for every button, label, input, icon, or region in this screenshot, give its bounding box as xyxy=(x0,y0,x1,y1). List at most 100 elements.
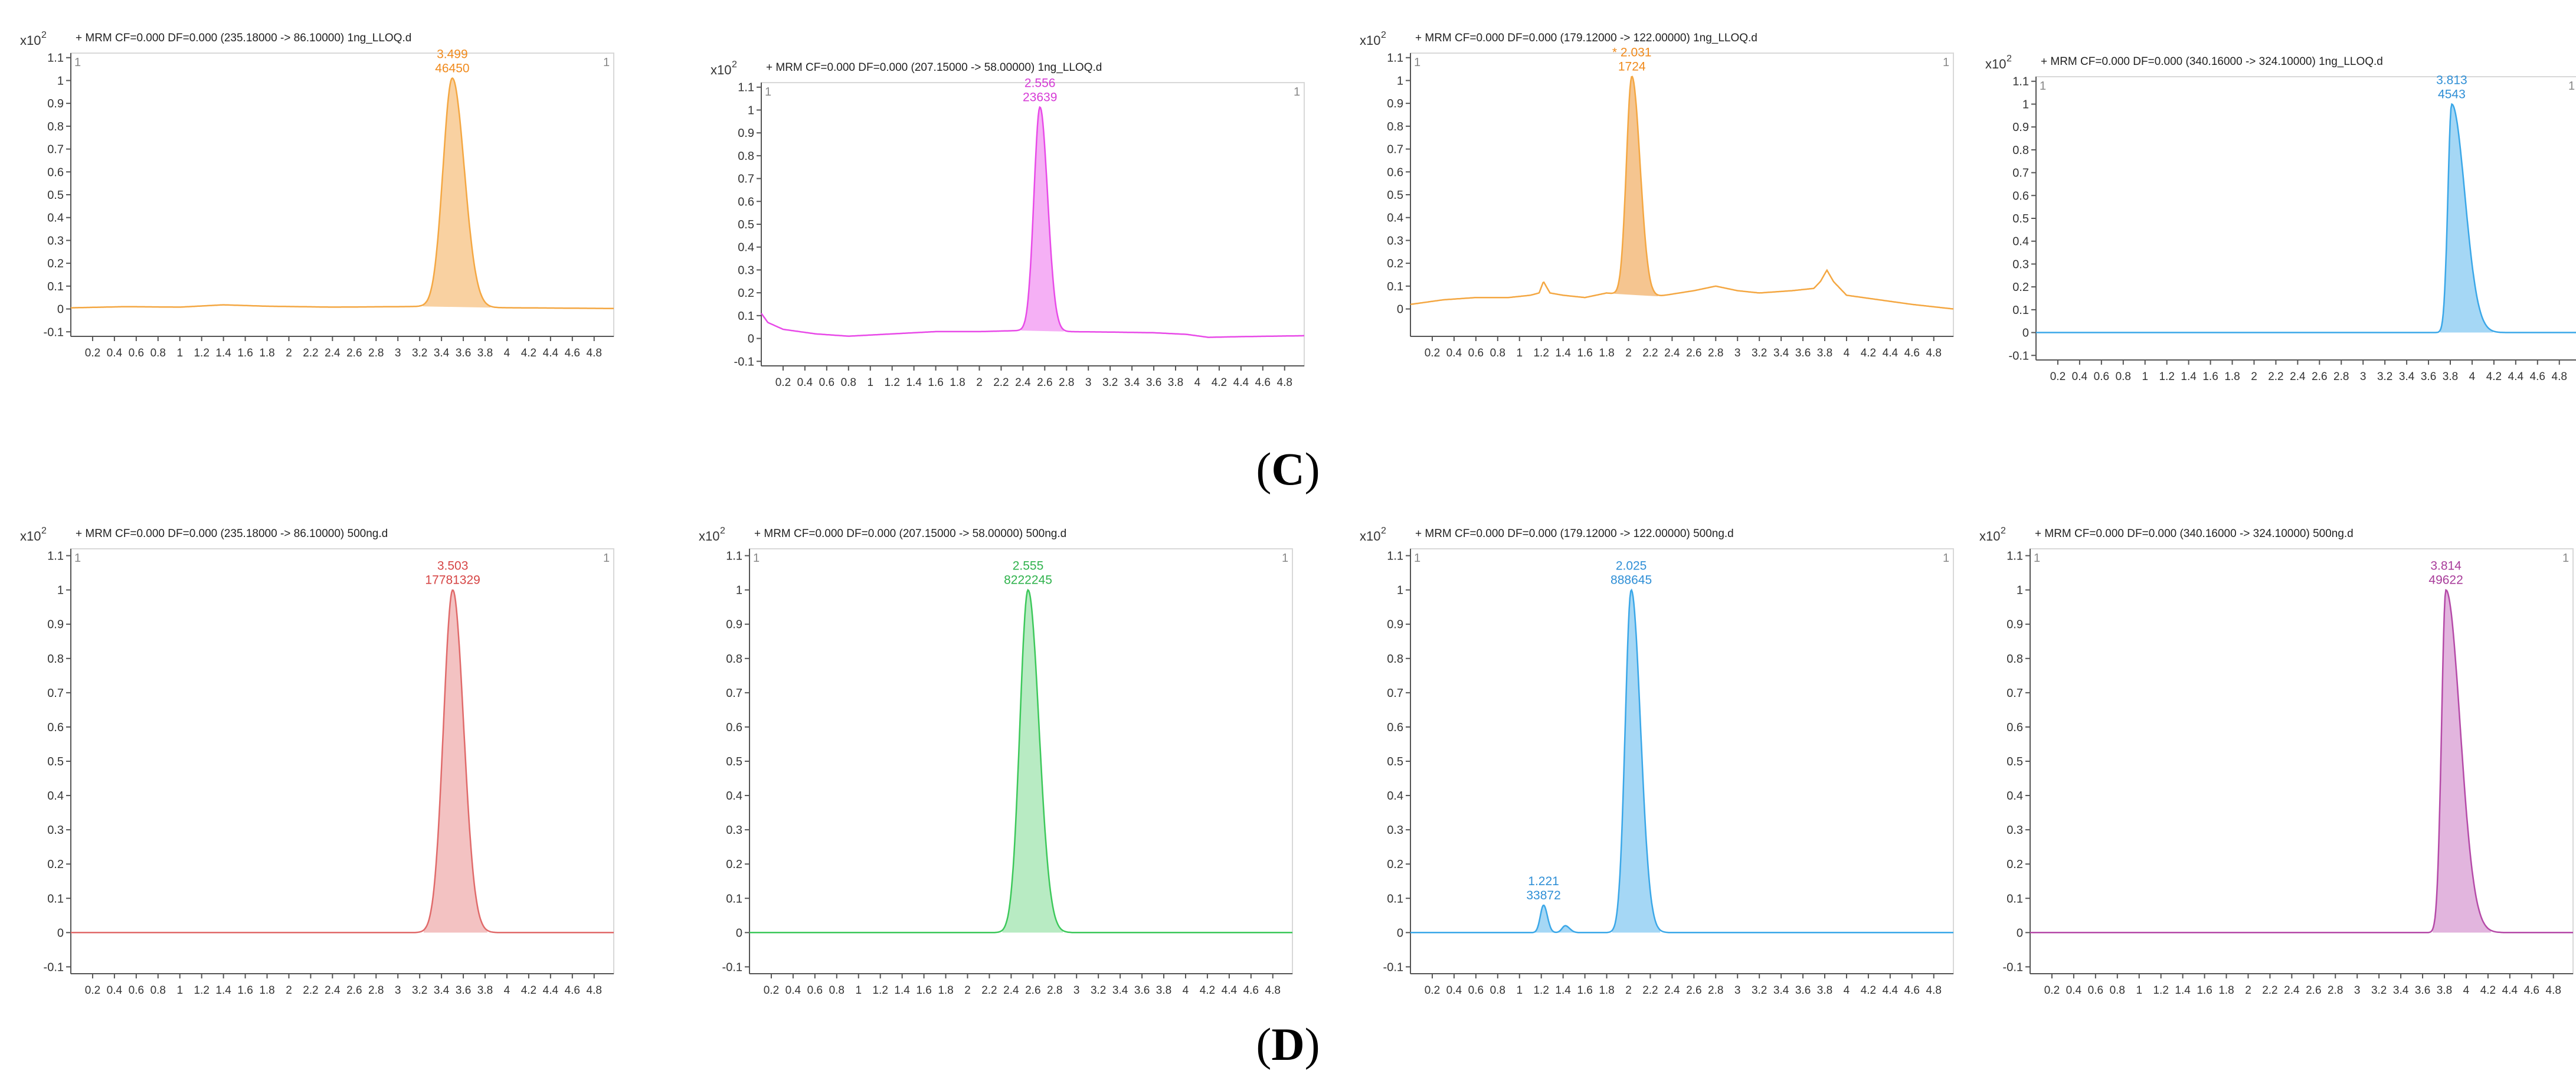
x-tick-label: 2.8 xyxy=(1047,984,1062,997)
x-tick-label: 4.6 xyxy=(565,347,580,359)
x-tick-label: 2 xyxy=(286,347,292,359)
chart-title: + MRM CF=0.000 DF=0.000 (179.12000 -> 12… xyxy=(1415,32,1757,44)
x-tick-label: 4.8 xyxy=(1265,984,1281,997)
x-tick-label: 4.4 xyxy=(1883,347,1899,359)
x-tick-label: 2 xyxy=(1625,347,1632,359)
y-tick-label: 0 xyxy=(2017,926,2023,939)
y-tick-label: 0 xyxy=(2022,327,2029,340)
y-exponent-label: 2 xyxy=(720,526,725,536)
x-tick-label: 2.2 xyxy=(1642,984,1658,997)
y-tick-label: 0.4 xyxy=(2012,235,2029,248)
x-tick-label: 2.4 xyxy=(325,347,341,359)
x-tick-label: 2.4 xyxy=(1015,376,1031,389)
x-tick-label: 1.8 xyxy=(2224,371,2240,383)
x-tick-label: 3.8 xyxy=(2437,984,2452,997)
y-multiplier-label: x10 xyxy=(1985,57,2006,71)
x-tick-label: 4.8 xyxy=(1277,376,1292,389)
x-tick-label: 2.6 xyxy=(1686,984,1701,997)
y-tick-label: 0.2 xyxy=(47,257,64,270)
y-tick-label: 0.8 xyxy=(2012,144,2029,157)
corner-label-right: 1 xyxy=(1294,86,1300,99)
y-tick-label: 1.1 xyxy=(2012,76,2029,89)
peak-area xyxy=(2433,590,2491,933)
corner-label-right: 1 xyxy=(2562,552,2569,565)
x-tick-label: 0.8 xyxy=(841,376,856,389)
x-tick-label: 4 xyxy=(2469,371,2476,383)
x-tick-label: 1.8 xyxy=(2218,984,2234,997)
x-tick-label: 3.6 xyxy=(2415,984,2430,997)
x-tick-label: 1.8 xyxy=(1599,347,1614,359)
panel-label-close: ) xyxy=(1304,1019,1320,1070)
x-tick-label: 4.6 xyxy=(1904,984,1920,997)
corner-label-right: 1 xyxy=(1282,552,1288,565)
y-tick-label: 1 xyxy=(2022,98,2029,111)
y-exponent-label: 2 xyxy=(41,30,47,40)
y-tick-label: 0.8 xyxy=(2007,653,2023,666)
x-tick-label: 2.2 xyxy=(981,984,997,997)
x-tick-label: 0.8 xyxy=(1490,347,1505,359)
y-tick-label: 0.2 xyxy=(1387,858,1403,871)
y-tick-label: 0.2 xyxy=(738,287,754,300)
y-tick-label: 0.2 xyxy=(2012,281,2029,294)
x-tick-label: 0.2 xyxy=(2050,371,2066,383)
x-tick-label: 1.6 xyxy=(928,376,943,389)
y-tick-label: 0.5 xyxy=(2012,212,2029,225)
corner-label-right: 1 xyxy=(1943,56,1949,69)
x-tick-label: 3.4 xyxy=(2393,984,2409,997)
plot-frame xyxy=(2030,548,2574,974)
x-tick-label: 4.2 xyxy=(1200,984,1215,997)
x-tick-label: 1.6 xyxy=(916,984,931,997)
x-tick-label: 1.8 xyxy=(938,984,953,997)
corner-label-left: 1 xyxy=(74,552,81,565)
x-tick-label: 1.2 xyxy=(2159,371,2174,383)
x-tick-label: 0.6 xyxy=(2094,371,2109,383)
y-tick-label: -0.1 xyxy=(44,326,64,339)
y-tick-label: 0.6 xyxy=(1387,721,1403,734)
x-tick-label: 0.2 xyxy=(775,376,791,389)
chromatogram-plot: x10 2 + MRM CF=0.000 DF=0.000 (340.16000 -… xyxy=(1985,54,2576,383)
panel-label-letter: D xyxy=(1271,1019,1305,1070)
x-tick-label: 4.2 xyxy=(1212,376,1227,389)
y-tick-label: -0.1 xyxy=(1383,961,1403,974)
x-tick-label: 2.6 xyxy=(1037,376,1052,389)
y-tick-label: 0.7 xyxy=(47,687,64,700)
x-tick-label: 0.4 xyxy=(785,984,801,997)
y-tick-label: 0.1 xyxy=(1387,892,1403,905)
y-tick-label: 0.6 xyxy=(47,166,64,179)
chart-title: + MRM CF=0.000 DF=0.000 (207.15000 -> 58… xyxy=(754,528,1066,540)
chromatogram-d-1: x10 2 + MRM CF=0.000 DF=0.000 (235.18000 -… xyxy=(18,513,631,1021)
x-tick-label: 3.6 xyxy=(1134,984,1150,997)
chromatogram-c-3: x10 2 + MRM CF=0.000 DF=0.000 (179.12000 -… xyxy=(1357,18,1971,384)
corner-label-left: 1 xyxy=(753,552,760,565)
x-tick-label: 3 xyxy=(395,984,401,997)
x-tick-label: 2 xyxy=(964,984,971,997)
peak-rt-label: 2.555 xyxy=(1013,559,1044,573)
x-tick-label: 3.6 xyxy=(456,347,471,359)
x-tick-label: 4.6 xyxy=(1255,376,1271,389)
x-tick-label: 0.2 xyxy=(764,984,779,997)
chromatogram-plot: x10 2 + MRM CF=0.000 DF=0.000 (179.12000 -… xyxy=(1360,526,1954,997)
x-tick-label: 3.8 xyxy=(1168,376,1183,389)
x-tick-label: 3.8 xyxy=(1817,984,1832,997)
x-tick-label: 2.2 xyxy=(2268,371,2283,383)
y-tick-label: 0.9 xyxy=(47,618,64,631)
chromatogram-plot: x10 2 + MRM CF=0.000 DF=0.000 (340.16000 -… xyxy=(1979,526,2574,997)
x-tick-label: 0.6 xyxy=(1468,347,1484,359)
chart-title: + MRM CF=0.000 DF=0.000 (179.12000 -> 12… xyxy=(1415,528,1734,540)
x-tick-label: 4.8 xyxy=(2546,984,2561,997)
y-tick-label: 0.9 xyxy=(1387,618,1403,631)
corner-label-left: 1 xyxy=(1414,552,1420,565)
y-tick-label: 0.4 xyxy=(738,241,754,254)
x-tick-label: 3.4 xyxy=(434,347,450,359)
x-tick-label: 2.8 xyxy=(368,347,384,359)
y-tick-label: 0.3 xyxy=(47,824,64,837)
y-tick-label: 0.1 xyxy=(1387,280,1403,293)
x-tick-label: 3.6 xyxy=(1795,984,1811,997)
y-tick-label: -0.1 xyxy=(722,961,742,974)
x-tick-label: 2.4 xyxy=(2284,984,2300,997)
x-tick-label: 4.6 xyxy=(1904,347,1920,359)
y-tick-label: 0.2 xyxy=(2007,858,2023,871)
x-tick-label: 0.8 xyxy=(150,984,166,997)
y-tick-label: 0 xyxy=(57,926,64,939)
x-tick-label: 4.4 xyxy=(1883,984,1899,997)
